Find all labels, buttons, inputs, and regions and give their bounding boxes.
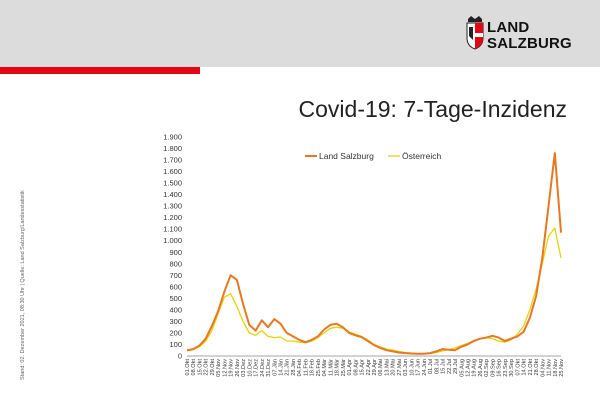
x-tick-label: 01.Jul [428,359,434,374]
x-tick-label: 25.Nov [559,359,565,377]
logo-text-land: LAND [487,19,530,36]
y-tick-label: 200 [169,328,182,337]
x-tick-label: 13.Mai [384,359,390,376]
y-tick-label: 1.100 [163,225,182,234]
x-tick-label: 01.Okt [185,359,191,376]
y-tick-label: 500 [169,294,182,303]
x-tick-label: 15.Jul [441,359,447,374]
y-tick-label: 1.200 [163,213,182,222]
page-title: Covid-19: 7-Tage-Inzidenz [298,96,567,122]
x-tick-label: 29.Jul [453,359,459,374]
coat-of-arms-icon [466,16,484,50]
series-lines [186,152,562,355]
x-tick-label: 24.Jun [422,359,428,376]
x-tick-label: 19.Nov [229,359,235,377]
series-line-land-salzburg [186,152,562,355]
y-tick-label: 1.300 [163,202,182,211]
x-tick-label: 04.Feb [297,359,303,376]
land-salzburg-logo: LAND SALZBURG [466,16,576,56]
x-tick-label: 22.Apr [366,359,372,376]
y-tick-label: 300 [169,317,182,326]
x-tick-label: 12.Aug [466,359,472,377]
y-tick-label: 0 [178,352,182,361]
x-tick-label: 11.Mär [328,359,334,376]
x-tick-label: 14.Jän [279,359,285,376]
x-tick-label: 03.Jun [403,359,409,376]
x-tick-label: 31.Dez [266,359,272,377]
x-tick-label: 29.Apr [372,359,378,376]
x-tick-label: 07.Okt [515,359,521,376]
y-tick-label: 600 [169,282,182,291]
y-tick-label: 800 [169,259,182,268]
y-axis: 0 100 200 300 400 500 600 700 800 900 1.000 1.100 1.… [163,133,182,361]
x-tick-label: 08.Okt [191,359,197,376]
y-tick-label: 1.900 [163,133,182,142]
x-tick-label: 14.Okt [522,359,528,376]
x-axis: 01.Okt 08.Okt 15.Okt 22.Okt 29.Okt 05.Nov 12.N… [185,355,565,377]
x-tick-label: 29.Okt [210,359,216,376]
header-band [0,0,600,67]
x-tick-label: 22.Jul [447,359,453,374]
y-tick-label: 900 [169,248,182,257]
x-tick-label: 02.Sep [484,359,490,377]
x-tick-label: 22.Okt [204,359,210,376]
x-tick-label: 11.Nov [547,359,553,377]
x-tick-label: 24.Dez [260,359,266,377]
series-line--sterreich [186,227,562,355]
x-tick-label: 18.Mär [335,359,341,377]
y-tick-label: 1.500 [163,179,182,188]
x-tick-label: 17.Jun [416,359,422,376]
x-tick-label: 04.Mär [322,359,328,377]
y-tick-label: 1.400 [163,190,182,199]
x-tick-label: 06.Mai [378,359,384,376]
x-tick-label: 18.Nov [553,359,559,377]
logo-text-salzburg: SALZBURG [487,35,572,52]
x-tick-label: 08.Apr [353,359,359,376]
x-tick-label: 27.Mai [397,359,403,376]
x-tick-label: 18.Feb [310,359,316,376]
x-tick-label: 28.Okt [534,359,540,376]
x-tick-label: 10.Jun [409,359,415,376]
x-tick-label: 09.Sep [490,359,496,377]
x-tick-label: 25.Feb [316,359,322,376]
x-tick-label: 05.Aug [459,359,465,377]
x-tick-label: 19.Aug [472,359,478,377]
y-tick-label: 700 [169,271,182,280]
legend-label-land-salzburg: Land Salzburg [319,151,374,161]
x-tick-label: 21.Jän [285,359,291,376]
y-tick-label: 1.000 [163,236,182,245]
legend-label--sterreich: Österreich [402,151,441,161]
x-tick-label: 15.Okt [197,359,203,376]
x-tick-label: 15.Apr [360,359,366,376]
x-tick-label: 17.Dez [254,359,260,377]
y-tick-label: 1.600 [163,167,182,176]
x-tick-label: 12.Nov [222,359,228,377]
x-tick-label: 11.Feb [303,359,309,376]
x-tick-label: 16.Sep [497,359,503,377]
x-tick-label: 26.Aug [478,359,484,377]
x-tick-label: 28.Jän [291,359,297,376]
y-tick-label: 400 [169,305,182,314]
x-tick-label: 25.Mär [341,359,347,377]
x-tick-label: 03.Dez [241,359,247,377]
y-tick-label: 1.700 [163,156,182,165]
x-tick-label: 05.Nov [216,359,222,377]
x-tick-label: 26.Nov [235,359,241,377]
y-tick-label: 100 [169,340,182,349]
x-tick-label: 08.Jul [434,359,440,374]
x-tick-label: 04.Nov [540,359,546,377]
x-tick-label: 01.Apr [347,359,353,376]
x-tick-label: 30.Sep [509,359,515,377]
x-tick-label: 23.Sep [503,359,509,377]
accent-bar [0,67,200,74]
y-tick-label: 1.800 [163,144,182,153]
x-tick-label: 10.Dez [247,359,253,377]
x-tick-label: 21.Okt [528,359,534,376]
x-tick-label: 07.Jän [272,359,278,376]
x-tick-label: 20.Mai [391,359,397,376]
legend: Land Salzburg Österreich [305,151,441,161]
